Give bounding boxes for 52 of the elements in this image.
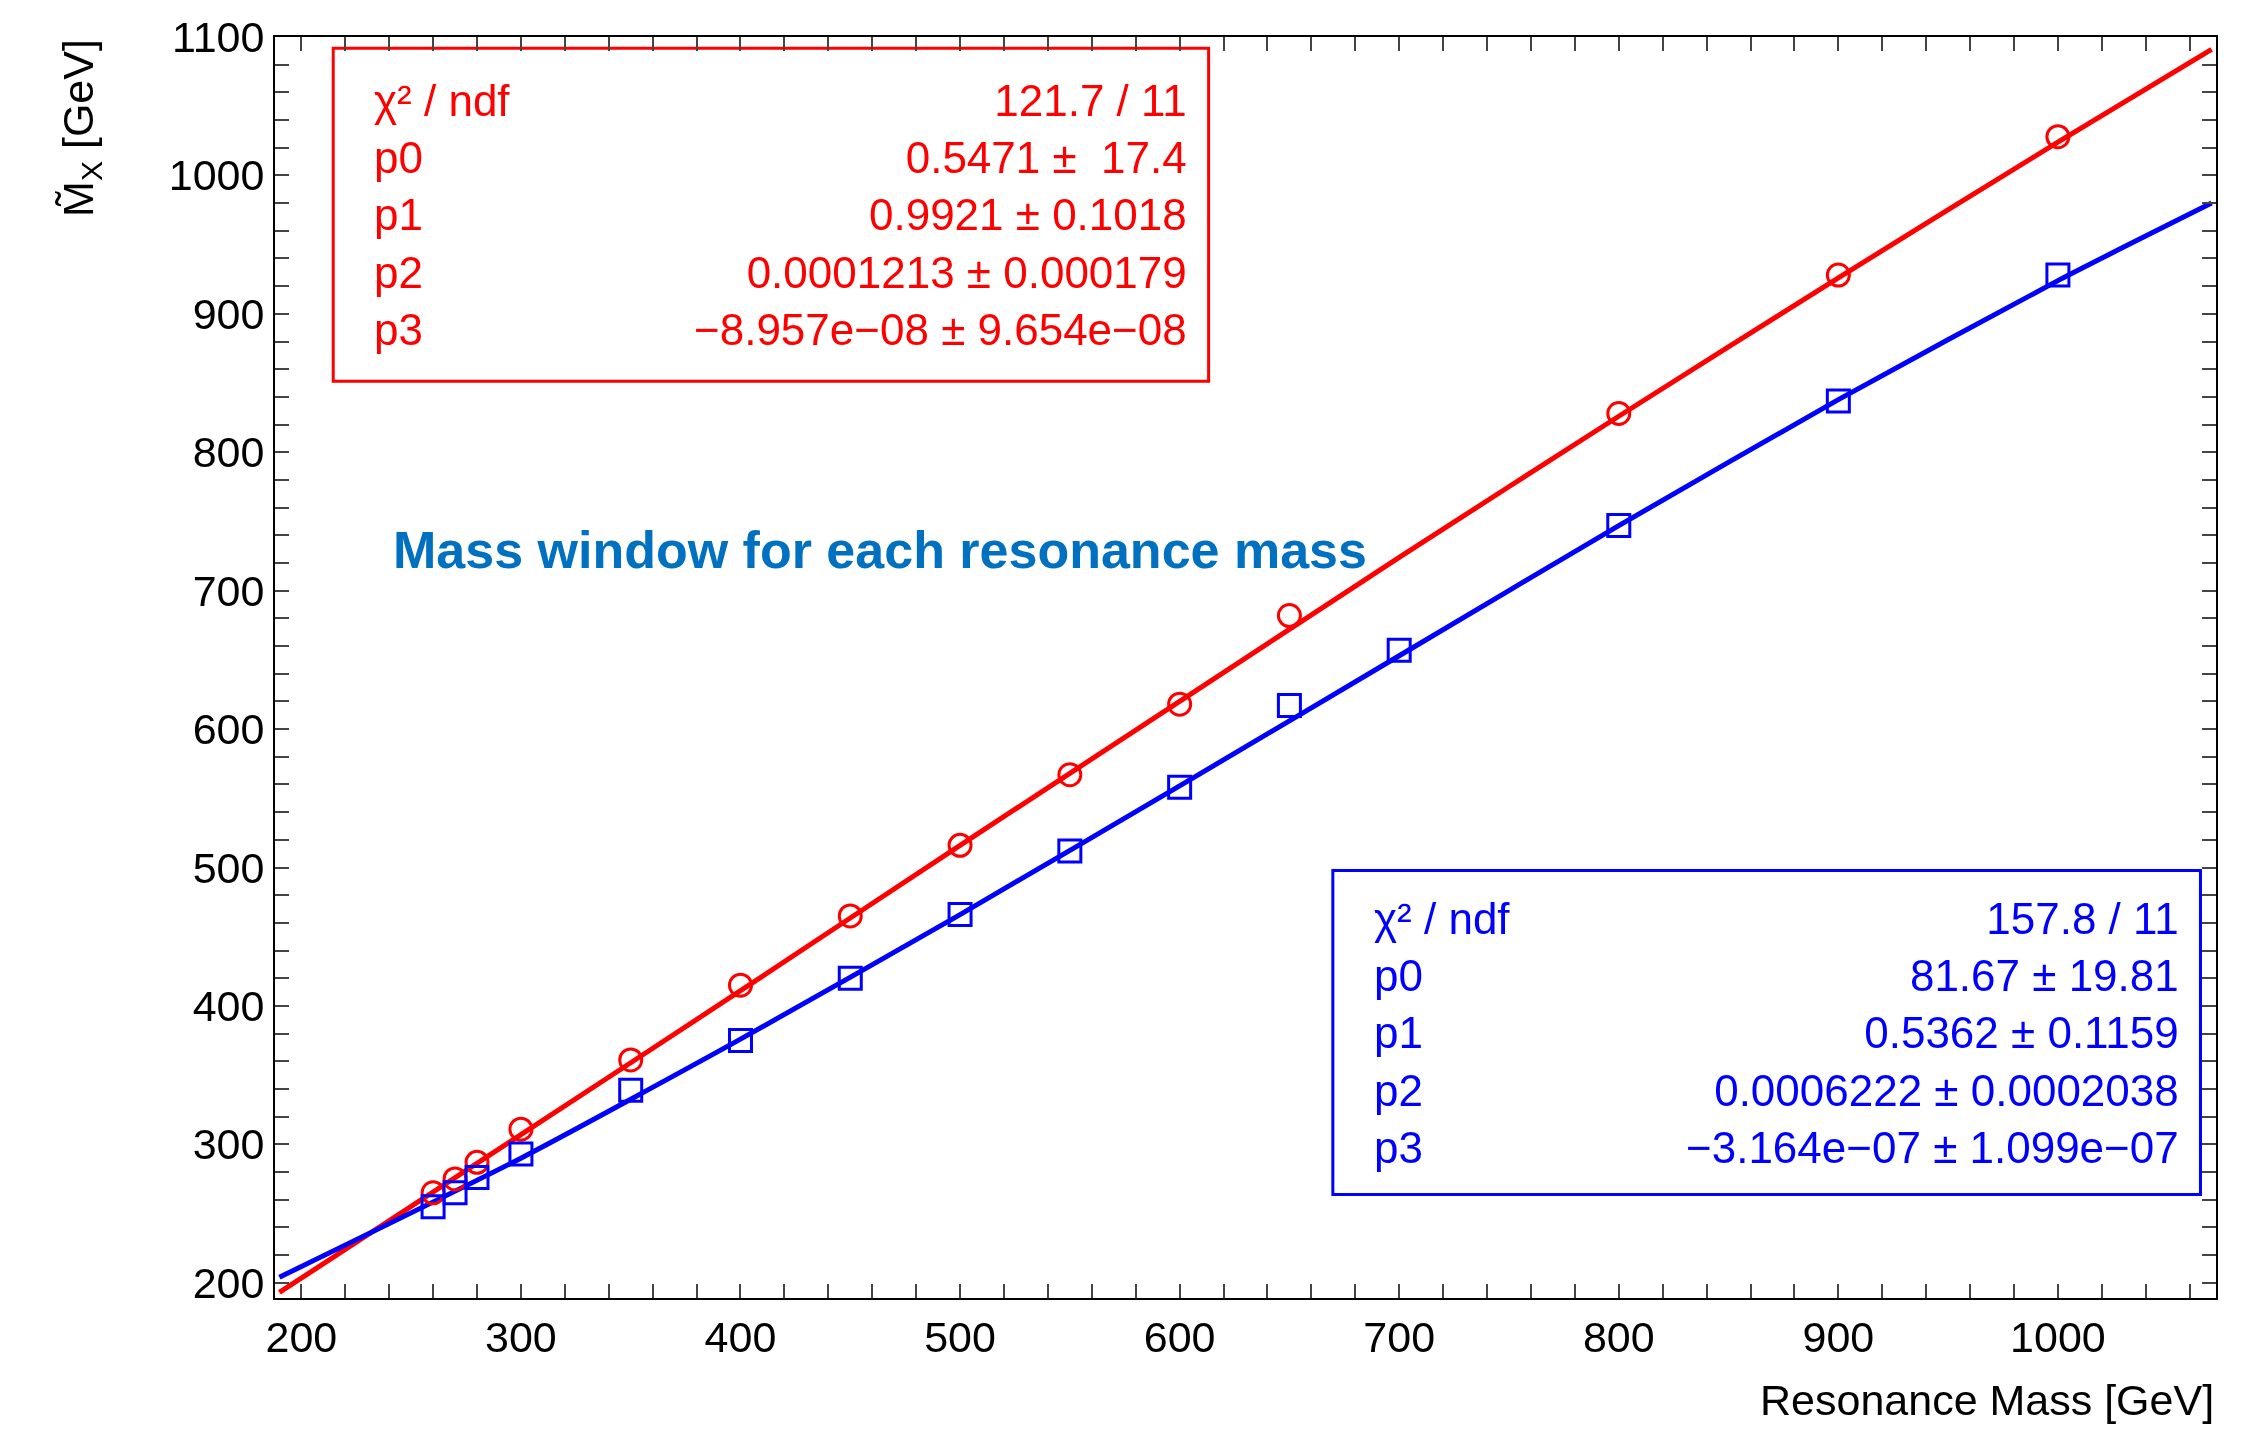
y-tick-label: 200 — [192, 1258, 265, 1307]
point — [1606, 401, 1632, 426]
x-tick-label: 500 — [924, 1312, 996, 1361]
point — [508, 1141, 534, 1167]
point — [442, 1180, 468, 1206]
x-axis-title: Resonance Mass [GeV] — [1760, 1376, 2215, 1424]
y-tick-label: 1000 — [168, 151, 265, 200]
x-tick-label: 600 — [1143, 1312, 1216, 1361]
point — [1057, 762, 1083, 788]
x-tick-label: 400 — [704, 1312, 777, 1361]
point — [618, 1047, 644, 1073]
annotation: Mass window for each resonance mass — [393, 521, 1367, 579]
y-tick-label: 400 — [192, 981, 265, 1030]
x-tick-label: 300 — [485, 1312, 557, 1361]
point — [1606, 513, 1632, 539]
point — [728, 972, 753, 998]
point — [727, 1028, 753, 1054]
y-tick-label: 900 — [192, 289, 265, 338]
point — [837, 965, 863, 991]
annotation: 157.8 / 11 81.67 ± 19.81 0.5362 ± 0.1159 0.0006222 ± 0.0002038 −3.164e−07 ± 1.099e−07 — [1686, 894, 2179, 1172]
y-tick-label: 700 — [192, 566, 265, 615]
point — [1276, 603, 1302, 629]
point — [1276, 693, 1302, 719]
x-tick-label: 1000 — [2010, 1312, 2106, 1361]
y-tick-label: 800 — [192, 428, 265, 477]
point — [837, 903, 863, 929]
y-tick-label: 500 — [192, 843, 265, 892]
point — [1825, 262, 1851, 288]
point — [1057, 838, 1083, 864]
point — [508, 1116, 534, 1142]
point — [618, 1077, 644, 1103]
point — [464, 1165, 490, 1191]
y-tick-label: 600 — [192, 705, 265, 754]
point — [420, 1194, 446, 1220]
annotation: 121.7 / 11 0.5471 ± 17.4 0.9921 ± 0.1018 0.0001213 ± 0.000179 −8.957e−08 ± 9.654e−08 — [694, 76, 1187, 354]
x-tick-label: 900 — [1802, 1312, 1875, 1361]
point — [1386, 637, 1412, 663]
point — [464, 1149, 490, 1175]
point — [947, 832, 973, 858]
y-tick-label: 1100 — [171, 13, 265, 62]
x-tick-label: 200 — [265, 1312, 338, 1361]
x-tick-label: 800 — [1582, 1312, 1655, 1361]
annotation: χ² / ndf p0 p1 p2 p3 — [374, 76, 511, 354]
point — [947, 902, 973, 928]
annotation: χ² / ndf p0 p1 p2 p3 — [1374, 894, 1511, 1172]
point — [2045, 262, 2071, 288]
y-tick-label: 300 — [192, 1120, 265, 1169]
point — [1167, 691, 1193, 717]
point — [1825, 388, 1851, 414]
point — [1167, 774, 1193, 800]
x-tick-label: 700 — [1363, 1312, 1436, 1361]
point — [2045, 124, 2071, 150]
